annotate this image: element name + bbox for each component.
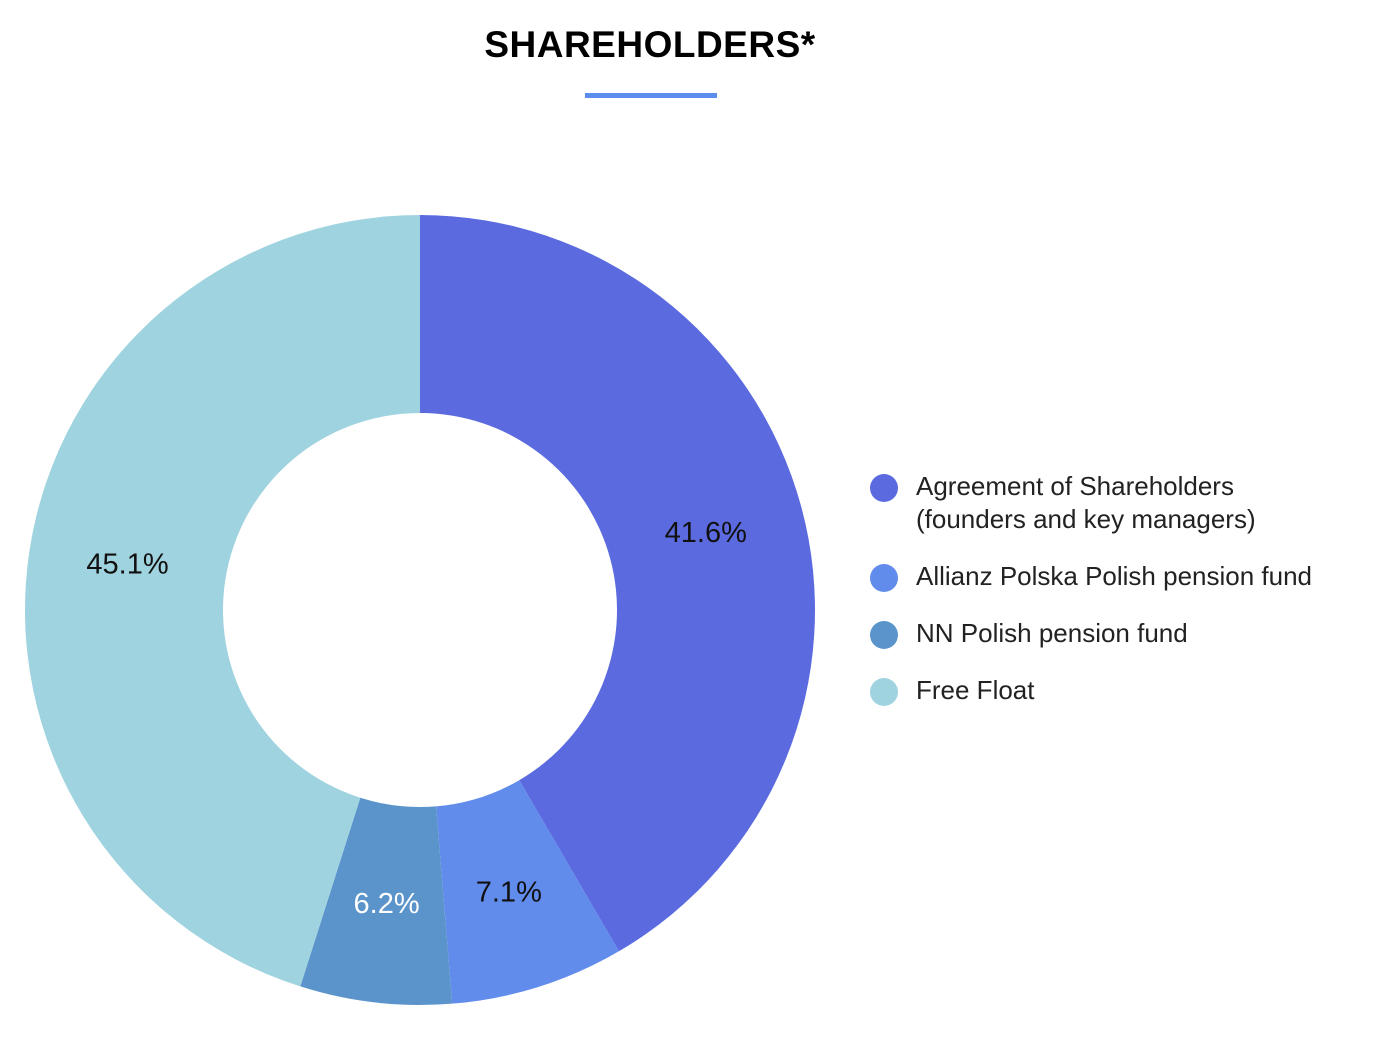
donut-chart: 41.6% 7.1% 6.2% 45.1%	[24, 214, 815, 1005]
legend-item-agreement: Agreement of Shareholders (founders and …	[868, 470, 1373, 536]
legend-label: Allianz Polska Polish pension fund	[916, 561, 1313, 591]
donut-slices	[24, 214, 815, 1005]
legend-item-nn: NN Polish pension fund	[868, 617, 1373, 650]
chart-title: SHAREHOLDERS*	[484, 24, 816, 65]
legend-item-allianz: Allianz Polska Polish pension fund	[868, 560, 1373, 593]
slice-free-float	[24, 214, 420, 987]
legend-swatch	[870, 564, 898, 592]
legend-label: Agreement of Shareholders (founders and …	[916, 471, 1256, 534]
slice-nn	[300, 797, 453, 1005]
label-agreement: 41.6%	[665, 517, 747, 549]
legend-label: Free Float	[916, 675, 1035, 705]
legend-swatch	[870, 621, 898, 649]
chart-legend: Agreement of Shareholders (founders and …	[868, 470, 1373, 731]
slice-agreement	[420, 215, 815, 952]
label-allianz: 7.1%	[476, 876, 542, 908]
legend-swatch	[870, 474, 898, 502]
label-free-float: 45.1%	[86, 549, 168, 581]
label-nn: 6.2%	[354, 888, 420, 920]
legend-label: NN Polish pension fund	[916, 618, 1188, 648]
legend-item-free-float: Free Float	[868, 674, 1373, 707]
title-underline	[585, 93, 717, 98]
donut-slice-labels: 41.6% 7.1% 6.2% 45.1%	[86, 517, 746, 920]
legend-swatch	[870, 678, 898, 706]
slice-allianz	[436, 780, 619, 1004]
